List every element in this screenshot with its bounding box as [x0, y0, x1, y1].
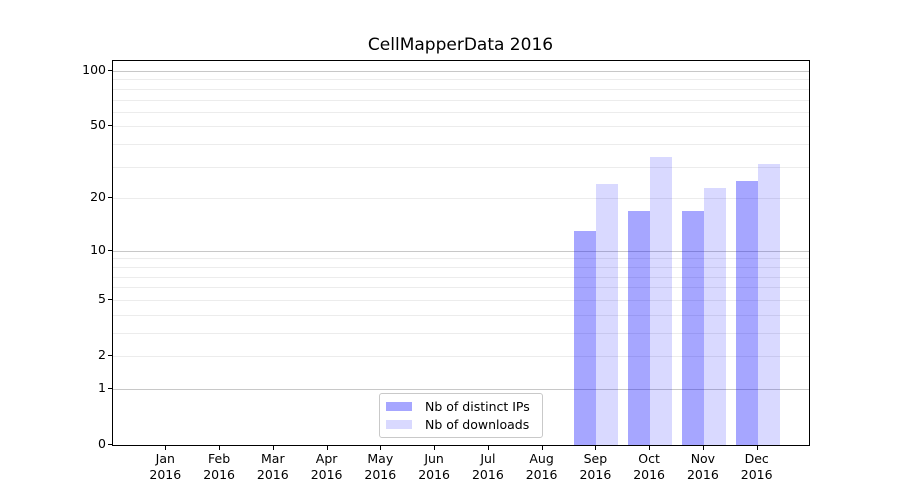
x-tick-mark-dec	[756, 446, 758, 450]
y-tick-label-50: 50	[90, 117, 106, 133]
minor-gridline-9	[113, 258, 809, 260]
bar-distinct-ips-dec	[735, 181, 758, 445]
x-tick-label-nov: Nov 2016	[686, 451, 719, 482]
x-tick-label-oct: Oct 2016	[633, 451, 665, 482]
legend-label-distinct-ips: Nb of distinct IPs	[425, 398, 530, 414]
bar-distinct-ips-sep	[574, 231, 597, 445]
minor-gridline-60	[113, 111, 809, 113]
y-tick-mark-10	[108, 249, 113, 251]
x-tick-label-feb: Feb 2016	[203, 451, 235, 482]
minor-gridline-20	[113, 198, 809, 200]
x-tick-label-jan: Jan 2016	[149, 451, 182, 482]
minor-gridline-2	[113, 356, 809, 357]
x-tick-label-dec: Dec 2016	[740, 451, 773, 482]
y-tick-mark-5	[108, 298, 113, 300]
x-tick-label-may: May 2016	[364, 451, 397, 482]
x-tick-mark-may	[380, 446, 382, 450]
bar-distinct-ips-nov	[681, 210, 704, 445]
minor-gridline-30	[113, 166, 809, 168]
x-tick-mark-jun	[434, 446, 436, 450]
legend-swatch-distinct-ips	[386, 401, 412, 411]
y-tick-mark-50	[108, 125, 113, 127]
x-tick-label-mar: Mar 2016	[256, 451, 289, 482]
y-tick-mark-2	[108, 355, 113, 356]
major-gridline-1	[113, 388, 809, 390]
minor-gridline-70	[113, 99, 809, 101]
y-tick-label-100: 100	[82, 62, 106, 77]
bar-downloads-dec	[757, 164, 780, 445]
y-tick-label-1: 1	[98, 379, 106, 395]
major-gridline-10	[113, 250, 809, 252]
x-tick-label-apr: Apr 2016	[310, 451, 343, 482]
x-tick-mark-oct	[649, 446, 651, 450]
minor-gridline-3	[113, 332, 809, 334]
minor-gridline-40	[113, 144, 809, 146]
x-tick-mark-nov	[702, 446, 704, 450]
bar-downloads-oct	[650, 156, 673, 445]
y-tick-label-5: 5	[98, 290, 106, 306]
minor-gridline-8	[113, 266, 809, 268]
bar-downloads-sep	[596, 184, 619, 445]
y-tick-mark-1	[108, 387, 113, 389]
legend-entry-distinct-ips: Nb of distinct IPs	[380, 397, 542, 415]
legend: Nb of distinct IPs Nb of downloads	[379, 393, 543, 438]
y-tick-mark-20	[108, 197, 113, 199]
minor-gridline-7	[113, 276, 809, 278]
minor-gridline-4	[113, 314, 809, 316]
minor-gridline-5	[113, 299, 809, 301]
y-tick-mark-100	[108, 70, 113, 71]
x-tick-mark-apr	[326, 446, 328, 450]
x-tick-label-aug: Aug 2016	[525, 451, 558, 482]
minor-gridline-80	[113, 88, 809, 90]
x-tick-label-jul: Jul 2016	[471, 451, 504, 482]
bar-downloads-nov	[703, 187, 726, 445]
legend-entry-downloads: Nb of downloads	[380, 415, 542, 433]
chart-title: CellMapperData 2016	[367, 35, 554, 55]
x-tick-mark-feb	[219, 446, 221, 450]
y-tick-label-10: 10	[90, 241, 106, 257]
bar-distinct-ips-oct	[628, 210, 651, 445]
minor-gridline-6	[113, 287, 809, 289]
x-tick-label-jun: Jun 2016	[418, 451, 450, 482]
y-tick-label-0: 0	[98, 436, 106, 451]
x-tick-label-sep: Sep 2016	[579, 451, 612, 482]
x-tick-mark-mar	[272, 446, 274, 450]
y-tick-label-2: 2	[98, 347, 106, 362]
y-tick-label-20: 20	[90, 189, 106, 205]
plot-area	[112, 60, 810, 446]
legend-label-downloads: Nb of downloads	[425, 416, 530, 432]
x-tick-mark-jan	[165, 446, 167, 450]
legend-swatch-downloads	[386, 419, 412, 429]
major-gridline-100	[113, 71, 809, 72]
x-tick-mark-sep	[595, 446, 597, 450]
x-tick-mark-aug	[541, 446, 543, 450]
y-tick-mark-0	[108, 444, 113, 445]
minor-gridline-90	[113, 79, 809, 81]
minor-gridline-50	[113, 126, 809, 128]
x-tick-mark-jul	[487, 446, 489, 450]
